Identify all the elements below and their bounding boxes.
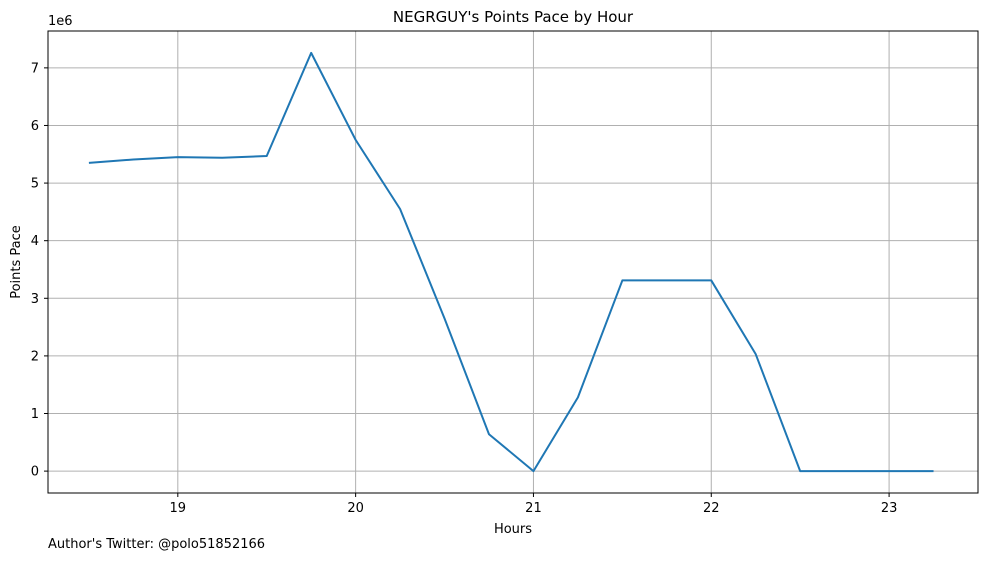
plot-frame bbox=[47, 30, 979, 494]
x-tick-label: 20 bbox=[347, 501, 364, 516]
series-layer bbox=[88, 51, 934, 473]
y-tick-label: 5 bbox=[31, 177, 39, 192]
x-axis-label: Hours bbox=[494, 522, 532, 537]
x-tick-label: 19 bbox=[170, 501, 187, 516]
y-axis-offset-label: 1e6 bbox=[48, 14, 73, 29]
y-tick-label: 4 bbox=[31, 234, 39, 249]
x-tick-label: 21 bbox=[525, 501, 542, 516]
y-axis-label: Points Pace bbox=[9, 225, 24, 299]
chart-title: NEGRGUY's Points Pace by Hour bbox=[393, 8, 634, 26]
y-tick-label: 3 bbox=[31, 292, 39, 307]
grid-lines bbox=[48, 31, 978, 493]
y-tick-label: 2 bbox=[31, 349, 39, 364]
author-note: Author's Twitter: @polo51852166 bbox=[48, 537, 266, 552]
x-tick-label: 23 bbox=[881, 501, 898, 516]
x-tick-label: 22 bbox=[703, 501, 720, 516]
series-line bbox=[88, 51, 934, 473]
y-tick-label: 1 bbox=[31, 407, 39, 422]
y-tick-label: 0 bbox=[31, 465, 39, 480]
y-tick-label: 7 bbox=[31, 61, 39, 76]
y-tick-label: 6 bbox=[31, 119, 39, 134]
